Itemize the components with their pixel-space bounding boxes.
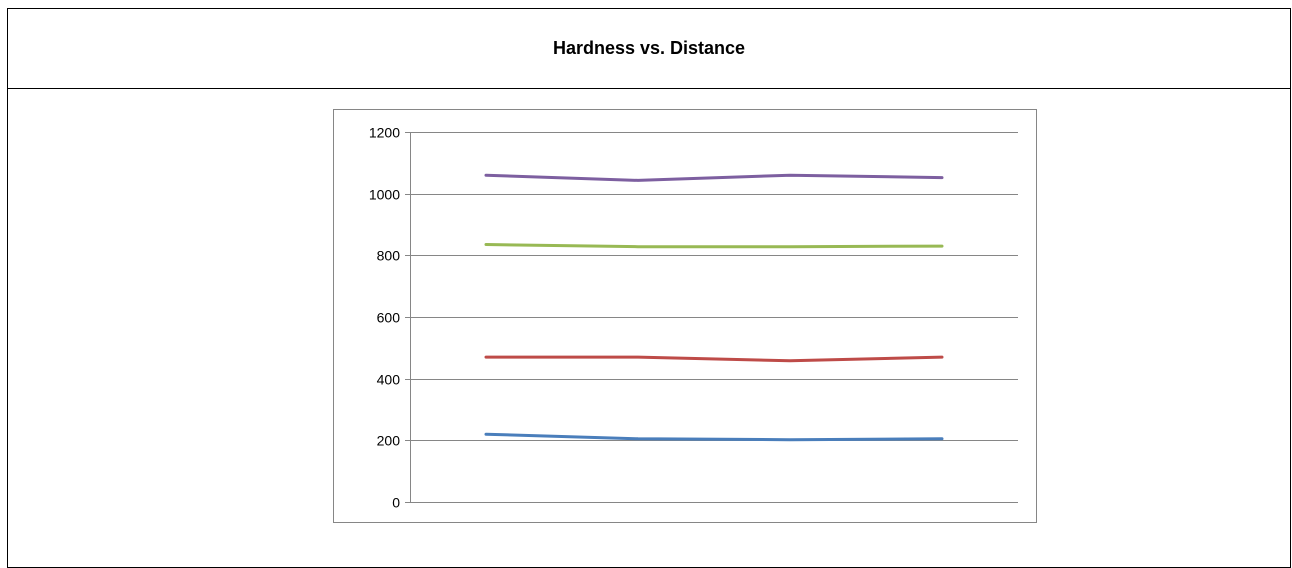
y-tick-label: 400 xyxy=(377,372,401,388)
page-title: Hardness vs. Distance xyxy=(552,38,746,58)
y-tick-label: 600 xyxy=(377,310,401,326)
line-chart: 0 200 400 600 800 1000 1200 xyxy=(369,125,1018,511)
series-line-3 xyxy=(484,243,944,249)
series-line-4 xyxy=(484,173,944,182)
y-tick-label: 1200 xyxy=(369,125,400,141)
y-axis-ticks: 0 200 400 600 800 1000 1200 xyxy=(369,125,400,511)
y-tick-label: 1000 xyxy=(369,187,400,203)
y-tick-label: 0 xyxy=(392,495,400,511)
series-line-2 xyxy=(484,355,944,363)
gridlines xyxy=(405,132,1018,503)
y-tick-label: 800 xyxy=(377,248,401,264)
y-tick-label: 200 xyxy=(377,433,401,449)
series-lines xyxy=(484,173,944,442)
title-row: Hardness vs. Distance xyxy=(8,9,1290,89)
series-line-1 xyxy=(484,432,944,442)
chart-container: 0 200 400 600 800 1000 1200 xyxy=(333,109,1037,523)
